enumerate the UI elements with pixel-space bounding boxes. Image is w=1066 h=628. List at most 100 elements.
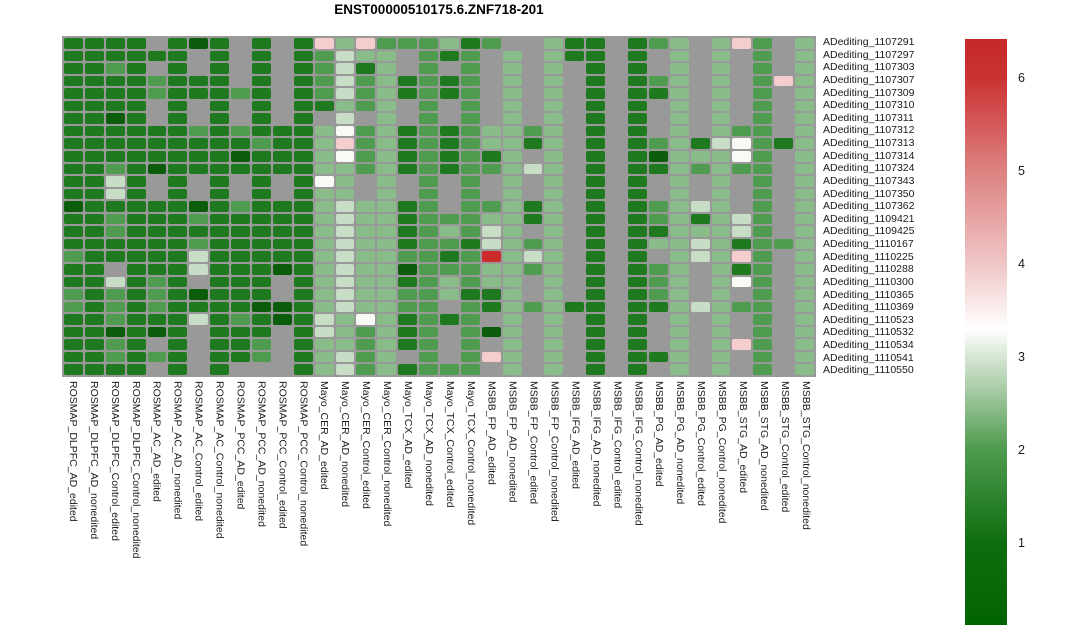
heatmap-cell [648, 188, 668, 200]
heatmap-cell [460, 125, 480, 137]
heatmap-cell [252, 188, 271, 200]
heatmap-cell [356, 339, 376, 350]
heatmap-cell [481, 314, 501, 325]
heatmap-cell [252, 326, 271, 338]
heatmap-cell [711, 251, 731, 262]
heatmap-cell [189, 263, 209, 275]
heatmap-cell [356, 138, 376, 149]
heatmap-cell [460, 163, 480, 175]
heatmap-cell [669, 63, 689, 74]
heatmap-cell [168, 351, 188, 363]
heatmap-cell [231, 326, 250, 338]
heatmap-cell [314, 100, 334, 112]
heatmap-cell [690, 63, 710, 74]
heatmap-cell [147, 88, 167, 99]
heatmap-cell [105, 326, 125, 338]
heatmap-cell [377, 238, 397, 250]
heatmap-cell [356, 88, 376, 99]
heatmap-cell [648, 38, 668, 49]
heatmap-cell [502, 188, 522, 200]
heatmap-cell [126, 301, 146, 313]
heatmap-cell [356, 75, 376, 87]
heatmap-cell [398, 251, 418, 262]
heatmap-cell [147, 201, 167, 212]
heatmap-cell [252, 38, 271, 49]
heatmap-cell [314, 138, 334, 149]
heatmap-cell [168, 301, 188, 313]
heatmap-cell [607, 113, 626, 124]
heatmap-cell [607, 125, 626, 137]
heatmap-cell [419, 100, 438, 112]
heatmap-cell [210, 63, 230, 74]
heatmap-cell [419, 326, 438, 338]
heatmap-cell [565, 176, 585, 187]
heatmap-cell [210, 238, 230, 250]
heatmap-cell [356, 351, 376, 363]
heatmap-cell [314, 339, 334, 350]
heatmap-cell [732, 88, 752, 99]
heatmap-cell [335, 63, 355, 74]
heatmap-cell [398, 289, 418, 300]
heatmap-cell [64, 138, 83, 149]
heatmap-cell [732, 188, 752, 200]
heatmap-cell [147, 314, 167, 325]
heatmap-cell [607, 314, 626, 325]
column-label: ROSMAP_DLPFC_AD_edited [66, 381, 79, 522]
heatmap-cell [440, 263, 459, 275]
heatmap-cell [293, 163, 313, 175]
heatmap-cell [753, 188, 773, 200]
chart-title: ENST00000510175.6.ZNF718-201 [334, 2, 544, 17]
heatmap-cell [732, 176, 752, 187]
heatmap-cell [711, 188, 731, 200]
heatmap-cell [732, 314, 752, 325]
heatmap-cell [523, 213, 543, 225]
heatmap-cell [481, 50, 501, 62]
heatmap-cell [544, 238, 564, 250]
heatmap-cell [544, 188, 564, 200]
heatmap-cell [732, 113, 752, 124]
heatmap-cell [732, 251, 752, 262]
heatmap-cell [586, 63, 606, 74]
heatmap-cell [335, 163, 355, 175]
row-label: ADediting_1107343 [823, 174, 915, 187]
heatmap-cell [126, 238, 146, 250]
heatmap-cell [64, 326, 83, 338]
heatmap-cell [460, 301, 480, 313]
heatmap-cell [502, 364, 522, 375]
heatmap-cell [565, 339, 585, 350]
heatmap-cell [356, 63, 376, 74]
heatmap-cell [126, 138, 146, 149]
heatmap-cell [356, 263, 376, 275]
column-label: ROSMAP_DLPFC_AD_nonedited [87, 381, 100, 540]
heatmap-cell [231, 213, 250, 225]
heatmap-cell [795, 314, 814, 325]
heatmap-cell [168, 201, 188, 212]
row-label: ADediting_1110532 [823, 326, 914, 339]
heatmap-cell [314, 38, 334, 49]
heatmap-cell [84, 188, 104, 200]
heatmap-cell [314, 251, 334, 262]
heatmap-cell [105, 100, 125, 112]
heatmap-cell [272, 201, 292, 212]
heatmap-cell [481, 351, 501, 363]
heatmap-cell [753, 38, 773, 49]
heatmap-cell [502, 88, 522, 99]
heatmap-cell [669, 213, 689, 225]
heatmap-cell [377, 125, 397, 137]
heatmap-cell [398, 163, 418, 175]
heatmap-cell [272, 138, 292, 149]
heatmap-cell [168, 150, 188, 162]
heatmap-cell [502, 326, 522, 338]
heatmap-cell [64, 238, 83, 250]
heatmap-cell [189, 213, 209, 225]
heatmap-cell [419, 339, 438, 350]
heatmap-cell [481, 163, 501, 175]
heatmap-cell [64, 226, 83, 237]
heatmap-cell [189, 125, 209, 137]
heatmap-cell [440, 201, 459, 212]
heatmap-cell [544, 176, 564, 187]
heatmap-cell [460, 238, 480, 250]
heatmap-cell [377, 364, 397, 375]
heatmap-cell [231, 289, 250, 300]
